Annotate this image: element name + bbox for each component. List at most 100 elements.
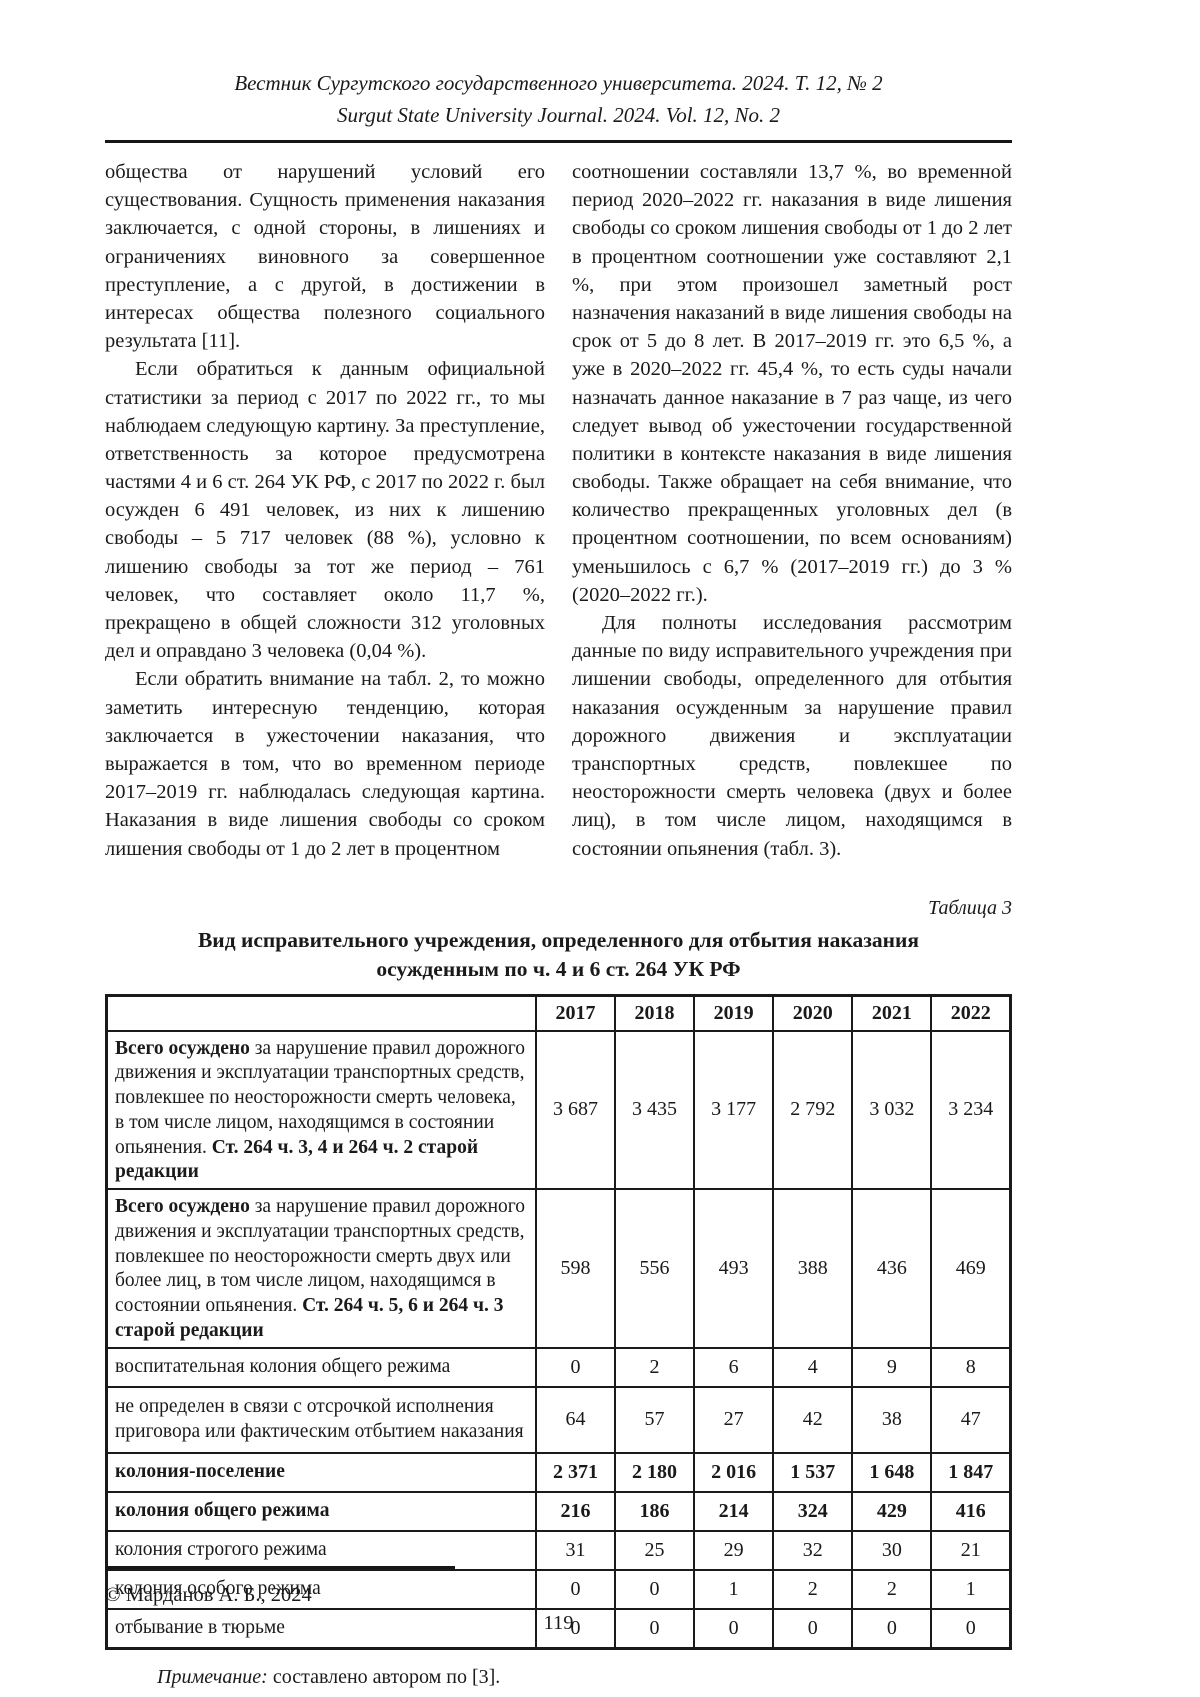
table-caption-line1: Вид исправительного учреждения, определе… bbox=[197, 927, 920, 952]
row-label-lead: Всего осуждено bbox=[115, 1196, 250, 1218]
right-column: соотношении составляли 13,7 %, во времен… bbox=[572, 158, 1012, 863]
paragraph: Если обратить внимание на табл. 2, то мо… bbox=[105, 668, 545, 860]
row-label-article: Ст. 264 ч. 3, 4 и 264 ч. 2 старой редакц… bbox=[115, 1136, 479, 1183]
value-cell: 324 bbox=[772, 1490, 854, 1532]
value-cell: 436 bbox=[851, 1188, 933, 1349]
value-cell: 21 bbox=[930, 1529, 1012, 1571]
value-cell: 64 bbox=[534, 1385, 617, 1454]
journal-title-en: Surgut State University Journal. 2024. V… bbox=[336, 102, 781, 127]
row-label-body: за нарушение правил дорожного движения и… bbox=[115, 1037, 526, 1158]
table-row-not-determined: не определен в связи с отсрочкой исполне… bbox=[105, 1385, 1012, 1454]
table-caption-line2: осужденным по ч. 4 и 6 ст. 264 УК РФ bbox=[376, 956, 741, 981]
value-cell: 9 bbox=[851, 1346, 933, 1388]
row-label-lead: Всего осуждено bbox=[115, 1037, 250, 1059]
table-number-label: Таблица 3 bbox=[928, 896, 1012, 919]
journal-title-ru: Вестник Сургутского государственного уни… bbox=[234, 71, 883, 95]
value-cell: 469 bbox=[930, 1188, 1012, 1349]
note-label: Примечание: bbox=[157, 1665, 268, 1688]
table-row-total-death-one: Всего осуждено за нарушение правил дорож… bbox=[105, 1029, 1012, 1191]
value-cell: 1 bbox=[930, 1568, 1012, 1610]
value-cell: 0 bbox=[613, 1568, 696, 1610]
row-label: колония общего режима bbox=[105, 1490, 537, 1532]
value-cell: 29 bbox=[693, 1529, 775, 1571]
article-body: общества от нарушений условий его сущест… bbox=[105, 158, 1012, 863]
table-row-total-death-two-or-more: Всего осуждено за нарушение правил дорож… bbox=[105, 1188, 1012, 1349]
value-cell: 1 537 bbox=[772, 1451, 854, 1493]
value-cell: 1 648 bbox=[851, 1451, 933, 1493]
value-cell: 32 bbox=[772, 1529, 854, 1571]
table-row-prison: отбывание в тюрьме 0 0 0 0 0 0 bbox=[105, 1607, 1012, 1650]
note-text: составлено автором по [3]. bbox=[267, 1665, 501, 1688]
row-label-body: за нарушение правил дорожного движения и… bbox=[115, 1196, 526, 1317]
left-column: общества от нарушений условий его сущест… bbox=[105, 158, 545, 863]
value-cell: 38 bbox=[851, 1385, 933, 1454]
footnote-rule bbox=[105, 1566, 455, 1569]
value-cell: 2 bbox=[772, 1568, 854, 1610]
value-cell: 42 bbox=[772, 1385, 854, 1454]
year-header: 2021 bbox=[851, 994, 933, 1032]
paragraph: соотношении составляли 13,7 %, во времен… bbox=[572, 161, 1012, 606]
value-cell: 2 bbox=[851, 1568, 933, 1610]
value-cell: 30 bbox=[851, 1529, 933, 1571]
value-cell: 4 bbox=[772, 1346, 854, 1388]
value-cell: 3 234 bbox=[930, 1029, 1012, 1191]
value-cell: 2 792 bbox=[772, 1029, 854, 1191]
table-row-special-regime-colony: колония особого режима 0 0 1 2 2 1 bbox=[105, 1568, 1012, 1610]
value-cell: 1 bbox=[693, 1568, 775, 1610]
value-cell: 27 bbox=[693, 1385, 775, 1454]
value-cell: 214 bbox=[693, 1490, 775, 1532]
value-cell: 598 bbox=[534, 1188, 617, 1349]
page-content: Вестник Сургутского государственного уни… bbox=[105, 0, 1012, 1689]
row-label: Всего осуждено за нарушение правил дорож… bbox=[105, 1029, 537, 1191]
running-head: Вестник Сургутского государственного уни… bbox=[105, 0, 1012, 131]
value-cell: 416 bbox=[930, 1490, 1012, 1532]
value-cell: 3 687 bbox=[534, 1029, 617, 1191]
value-cell: 1 847 bbox=[930, 1451, 1012, 1493]
value-cell: 2 371 bbox=[534, 1451, 617, 1493]
value-cell: 3 435 bbox=[613, 1029, 696, 1191]
table-header-row: 2017 2018 2019 2020 2021 2022 bbox=[105, 994, 1012, 1032]
value-cell: 31 bbox=[534, 1529, 617, 1571]
table-corner-cell bbox=[105, 994, 537, 1032]
row-label-article: Ст. 264 ч. 5, 6 и 264 ч. 3 старой редакц… bbox=[115, 1295, 504, 1341]
year-header: 2018 bbox=[613, 994, 696, 1032]
page-number: 119 bbox=[543, 1612, 574, 1634]
value-cell: 0 bbox=[534, 1346, 617, 1388]
row-label: колония-поселение bbox=[105, 1451, 537, 1493]
table-caption: Вид исправительного учреждения, определе… bbox=[105, 926, 1012, 984]
value-cell: 2 016 bbox=[693, 1451, 775, 1493]
value-cell: 0 bbox=[772, 1607, 854, 1650]
value-cell: 47 bbox=[930, 1385, 1012, 1454]
value-cell: 186 bbox=[613, 1490, 696, 1532]
value-cell: 0 bbox=[613, 1607, 696, 1650]
value-cell: 2 180 bbox=[613, 1451, 696, 1493]
row-label: отбывание в тюрьме bbox=[105, 1607, 537, 1650]
table-row-strict-regime-colony: колония строгого режима 31 25 29 32 30 2… bbox=[105, 1529, 1012, 1571]
value-cell: 388 bbox=[772, 1188, 854, 1349]
value-cell: 429 bbox=[851, 1490, 933, 1532]
value-cell: 0 bbox=[930, 1607, 1012, 1650]
table-row-settlement-colony: колония-поселение 2 371 2 180 2 016 1 53… bbox=[105, 1451, 1012, 1493]
row-label: не определен в связи с отсрочкой исполне… bbox=[105, 1385, 537, 1454]
value-cell: 0 bbox=[851, 1607, 933, 1650]
value-cell: 2 bbox=[613, 1346, 696, 1388]
paragraph: Для полноты исследования рассмотрим данн… bbox=[572, 612, 1012, 860]
value-cell: 0 bbox=[693, 1607, 775, 1650]
value-cell: 25 bbox=[613, 1529, 696, 1571]
value-cell: 8 bbox=[930, 1346, 1012, 1388]
row-label: Всего осуждено за нарушение правил дорож… bbox=[105, 1188, 537, 1349]
value-cell: 216 bbox=[534, 1490, 617, 1532]
value-cell: 493 bbox=[693, 1188, 775, 1349]
paragraph: общества от нарушений условий его сущест… bbox=[105, 161, 545, 353]
year-header: 2017 bbox=[534, 994, 617, 1032]
year-header: 2019 bbox=[693, 994, 775, 1032]
value-cell: 57 bbox=[613, 1385, 696, 1454]
row-label: колония строгого режима bbox=[105, 1529, 537, 1571]
paragraph: Если обратиться к данным официальной ста… bbox=[105, 358, 545, 663]
year-header: 2020 bbox=[772, 994, 854, 1032]
value-cell: 3 032 bbox=[851, 1029, 933, 1191]
value-cell: 0 bbox=[534, 1568, 617, 1610]
page-footer: © Марданов А. Б., 2024 119 bbox=[105, 1566, 1012, 1635]
row-label: воспитательная колония общего режима bbox=[105, 1346, 537, 1388]
